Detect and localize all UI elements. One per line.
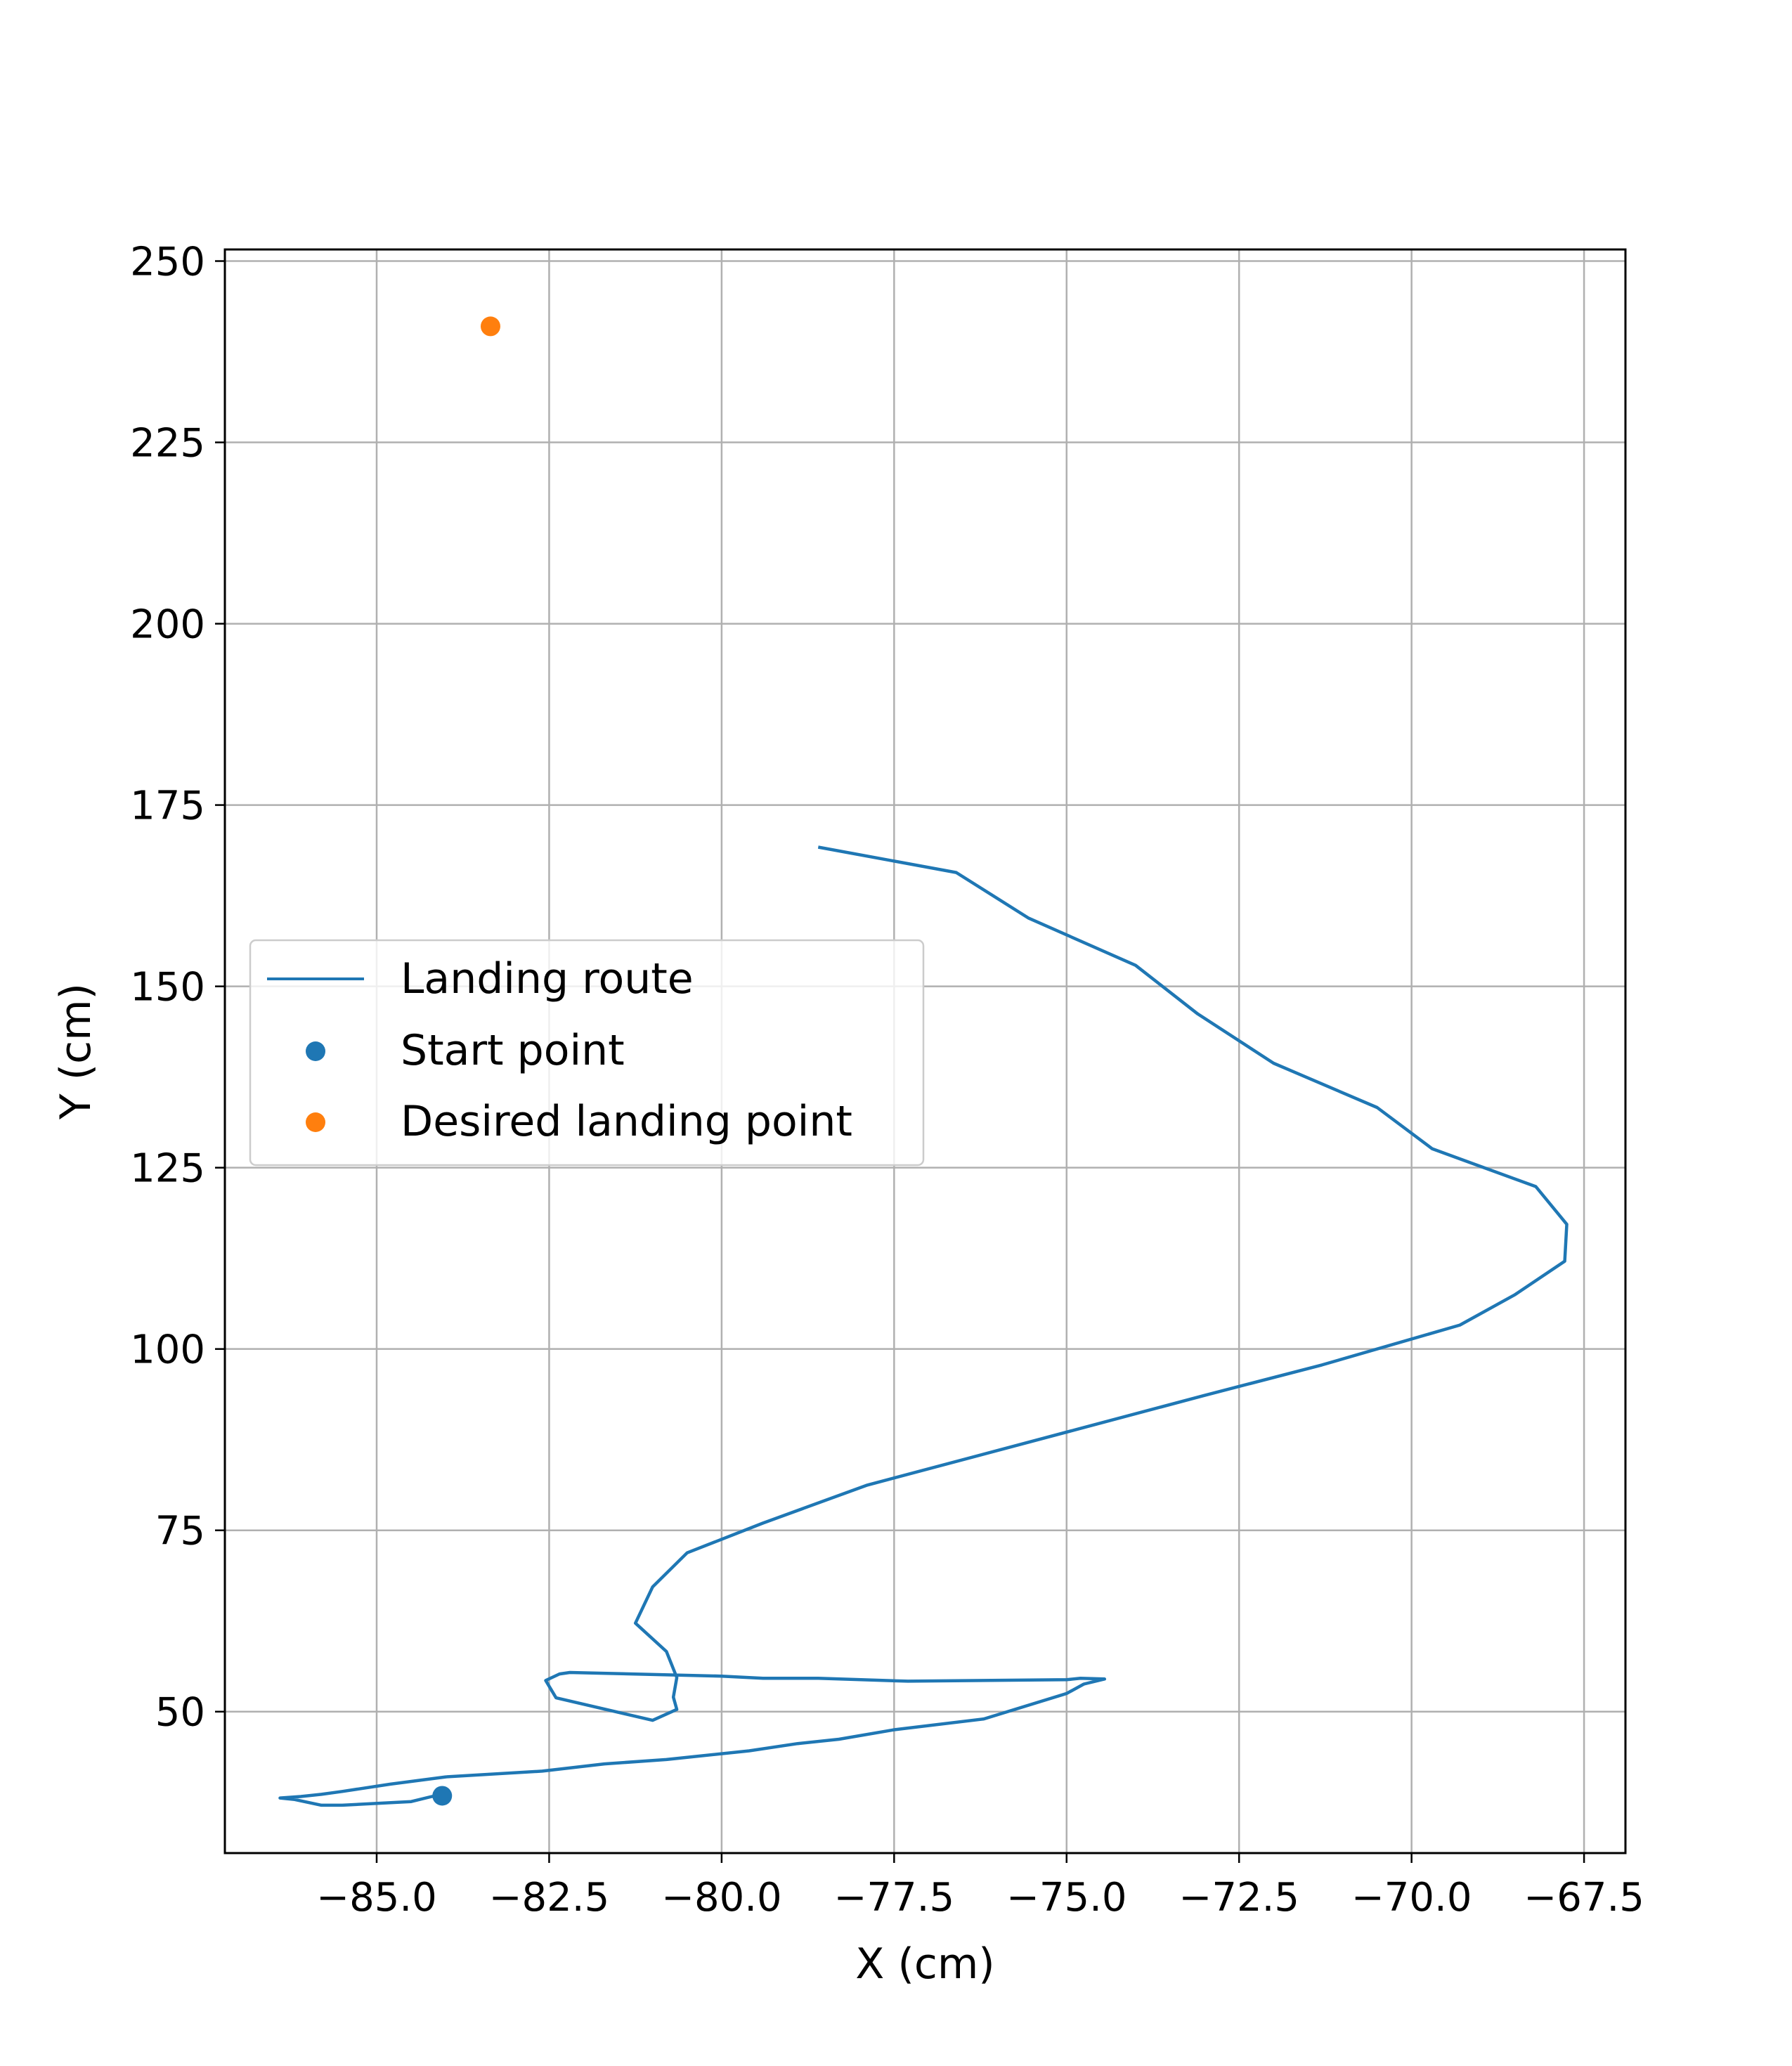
x-tick-label: −77.5 [834,1875,955,1921]
plot-series [278,316,1569,1807]
y-tick-label: 50 [155,1690,205,1736]
series-line-landing-route [278,845,1569,1807]
plot-frame [223,248,1627,1854]
y-tick-label: 150 [130,965,205,1011]
y-tick-label: 125 [130,1146,205,1192]
y-tick-label: 250 [130,240,205,285]
x-axis-label: X (cm) [855,1940,994,1989]
legend-box [249,939,925,1167]
grid [225,249,1625,1853]
legend-swatch-start-point [306,1041,325,1061]
y-tick-label: 100 [130,1327,205,1373]
x-tick-label: −80.0 [661,1875,782,1921]
legend: Landing route Start point Desired landin… [249,939,925,1167]
legend-label-landing-route: Landing route [401,954,694,1003]
y-tick-label: 175 [130,784,205,829]
point-start-point [432,1786,453,1806]
legend-label-desired-landing-point: Desired landing point [401,1097,852,1146]
axis-ticks: −85.0 −82.5 −80.0 −77.5 −75.0 −72.5 −70.0 −67.5… [130,240,1644,1921]
x-tick-label: −67.5 [1524,1875,1644,1921]
point-desired-landing-point [480,316,500,337]
y-tick-label: 200 [130,602,205,648]
legend-swatch-desired-landing-point [306,1112,325,1132]
y-axis-label: Y (cm) [51,983,100,1120]
legend-label-start-point: Start point [401,1026,625,1075]
x-tick-label: −82.5 [489,1875,610,1921]
x-tick-label: −75.0 [1006,1875,1127,1921]
y-tick-label: 75 [155,1509,205,1554]
y-tick-label: 225 [130,421,205,467]
x-tick-label: −85.0 [316,1875,437,1921]
x-tick-label: −70.0 [1351,1875,1472,1921]
x-tick-label: −72.5 [1179,1875,1299,1921]
